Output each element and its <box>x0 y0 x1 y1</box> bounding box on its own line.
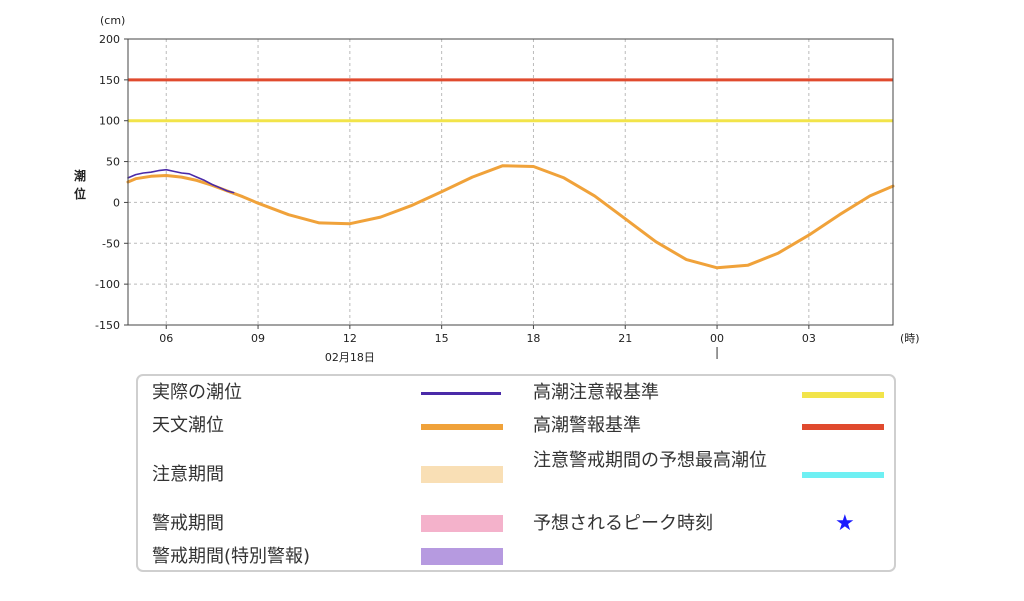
x-tick-label: 12 <box>343 332 357 345</box>
legend-label: 高潮警報基準 <box>533 415 641 436</box>
y-tick-label: 50 <box>106 156 120 169</box>
legend-label: 警戒期間(特別警報) <box>152 546 311 567</box>
series-line <box>127 168 235 194</box>
legend-label: 高潮注意報基準 <box>533 382 659 403</box>
x-tick-label: 06 <box>159 332 173 345</box>
legend-label: 注意期間 <box>152 464 224 485</box>
y-axis-title: 潮 <box>74 168 86 183</box>
x-unit-label: (時) <box>900 332 920 345</box>
plot-frame <box>127 38 894 326</box>
y-axis-title-2: 位 <box>74 186 86 201</box>
y-tick-label: 200 <box>99 33 120 46</box>
legend-swatch <box>421 466 503 483</box>
series-lines <box>126 164 895 270</box>
y-tick-label: 150 <box>99 74 120 87</box>
x-tick-label: 18 <box>526 332 540 345</box>
threshold-lines <box>128 78 893 123</box>
legend-swatch <box>421 424 503 430</box>
y-tick-label: -100 <box>95 278 120 291</box>
legend-swatch <box>802 424 884 430</box>
grid <box>128 39 893 325</box>
y-tick-label: 0 <box>113 196 120 209</box>
legend-swatch <box>421 548 503 565</box>
y-tick-label: -50 <box>102 237 120 250</box>
x-tick-label: 15 <box>435 332 449 345</box>
legend-swatch <box>802 392 884 398</box>
y-tick-label: 100 <box>99 115 120 128</box>
legend-swatch <box>421 515 503 532</box>
legend-label: 予想されるピーク時刻 <box>533 513 713 534</box>
x-tick-label: 00 <box>710 332 724 345</box>
star-icon: ★ <box>835 511 855 536</box>
tide-chart: 200 150 100 50 0 -50 -100 -150 06 09 12 15 18 21 00 03… <box>74 14 920 364</box>
y-tick-label: -150 <box>95 319 120 332</box>
x-tick-labels: 06 09 12 15 18 21 00 03 <box>159 325 816 345</box>
x-tick-label: 03 <box>802 332 816 345</box>
legend-label: 天文潮位 <box>152 415 224 436</box>
legend-label: 注意警戒期間の予想最高潮位 <box>533 450 767 471</box>
x-tick-label: 21 <box>618 332 632 345</box>
legend-label: 実際の潮位 <box>152 382 242 403</box>
date-label: 02月18日 <box>325 351 375 364</box>
series-line <box>126 164 895 270</box>
y-tick-labels: 200 150 100 50 0 -50 -100 -150 <box>95 33 128 332</box>
x-tick-label: 09 <box>251 332 265 345</box>
legend-swatch <box>802 472 884 478</box>
legend: 実際の潮位 高潮注意報基準天文潮位 高潮警報基準注意期間 注意警戒期間の予想最高潮位警… <box>136 374 896 572</box>
legend-swatch <box>421 392 501 395</box>
y-unit-label: (cm) <box>100 14 125 27</box>
legend-label: 警戒期間 <box>152 513 224 534</box>
